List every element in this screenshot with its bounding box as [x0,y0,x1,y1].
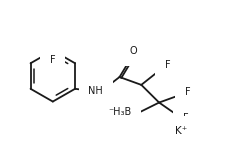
Text: F: F [50,55,56,65]
Text: NH: NH [88,86,103,96]
Text: F: F [183,113,188,123]
Text: F: F [185,87,190,97]
Text: F: F [165,60,171,70]
Text: O: O [130,46,137,56]
Text: K⁺: K⁺ [175,126,187,136]
Text: ⁻H₃B: ⁻H₃B [108,107,131,117]
